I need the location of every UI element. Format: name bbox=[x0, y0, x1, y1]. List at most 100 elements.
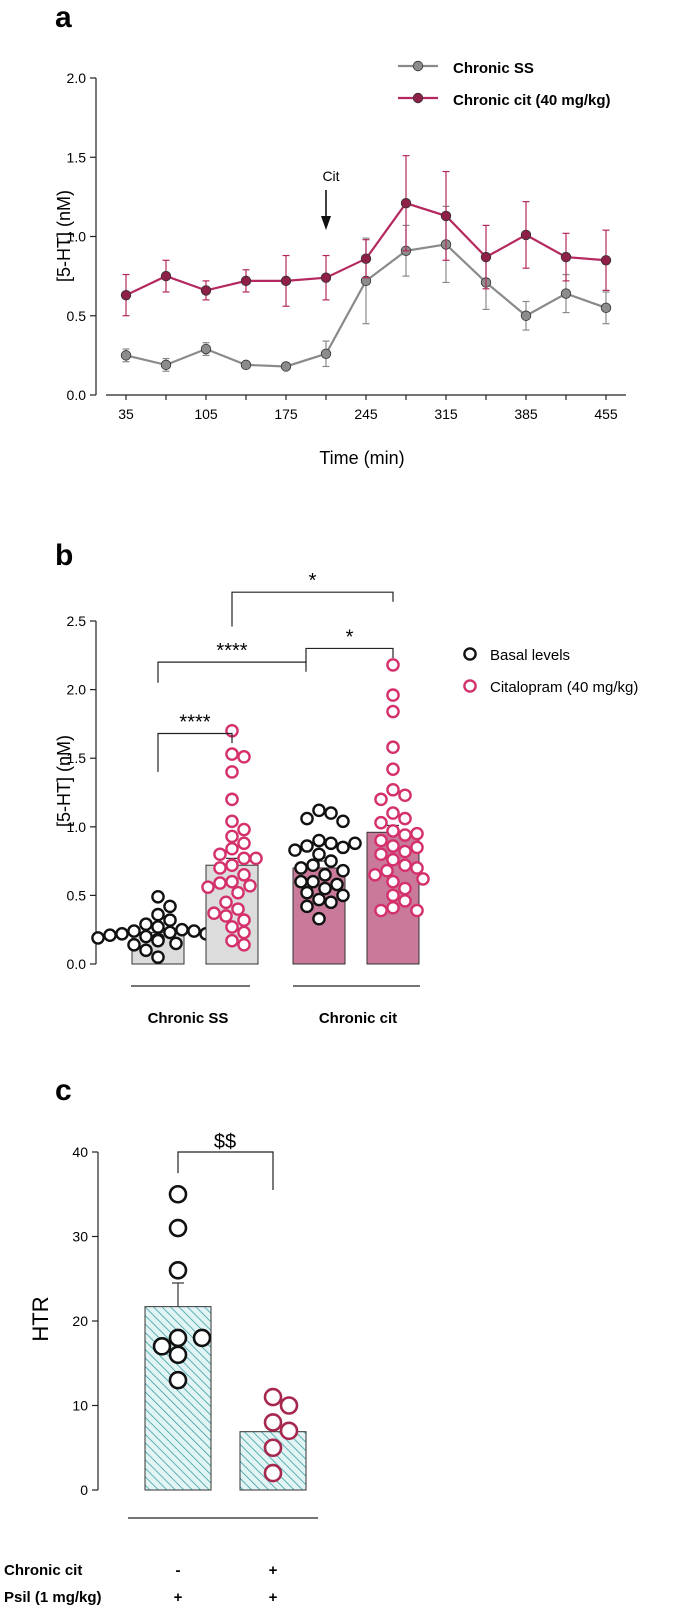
data-point bbox=[225, 792, 239, 807]
data-point bbox=[213, 861, 227, 875]
cit-arrow-head bbox=[321, 216, 331, 230]
panel-a-ytick-label: 1.0 bbox=[67, 229, 87, 245]
panel-a-xtick-label: 35 bbox=[118, 406, 134, 422]
data-point bbox=[312, 803, 326, 818]
data-point-chronic-cit bbox=[280, 275, 292, 287]
data-point-chronic-cit bbox=[120, 289, 132, 301]
data-point-chronic-ss bbox=[600, 302, 612, 314]
panel-c-bar-chart: HTR Chronic cit Psil (1 mg/kg) - + + + $… bbox=[4, 1131, 318, 1606]
sig-cit-basal-vs-cit-bracket bbox=[305, 647, 394, 663]
data-point-chronic-cit bbox=[240, 275, 252, 287]
data-point bbox=[279, 1421, 299, 1441]
data-point bbox=[225, 814, 239, 829]
data-point bbox=[386, 688, 400, 702]
significance-dollars-bracket bbox=[177, 1151, 274, 1191]
data-point-chronic-ss bbox=[560, 288, 572, 299]
data-point bbox=[330, 877, 344, 892]
data-point bbox=[91, 931, 105, 945]
data-point bbox=[225, 933, 239, 948]
data-point bbox=[225, 841, 239, 856]
panel-a-ytick-label: 1.5 bbox=[67, 149, 87, 165]
data-point bbox=[294, 861, 308, 875]
panel-c-ytick-label: 0 bbox=[80, 1482, 88, 1498]
data-point bbox=[139, 917, 153, 932]
data-point bbox=[386, 839, 400, 853]
data-point bbox=[368, 868, 382, 882]
data-point bbox=[398, 828, 412, 842]
data-point bbox=[175, 922, 189, 937]
data-point bbox=[225, 829, 239, 844]
data-point bbox=[168, 1261, 188, 1280]
panel-a-xtick-label: 245 bbox=[354, 406, 378, 422]
condition-label-psil: Psil (1 mg/kg) bbox=[4, 1589, 102, 1606]
data-point bbox=[152, 1337, 172, 1356]
condition-value-chronic-cit-1: - bbox=[176, 1562, 181, 1579]
data-point bbox=[324, 836, 338, 851]
data-point bbox=[386, 824, 400, 838]
condition-label-chronic-cit: Chronic cit bbox=[4, 1562, 82, 1579]
sig-ss-basal-vs-cit-bracket bbox=[157, 732, 233, 772]
panel-a-xtick-label: 315 bbox=[434, 406, 458, 422]
panel-c-ylabel: HTR bbox=[28, 1296, 53, 1341]
data-point bbox=[294, 874, 308, 889]
data-point bbox=[225, 765, 239, 779]
panel-b-ytick-label: 1.5 bbox=[67, 750, 87, 766]
data-point bbox=[410, 840, 424, 855]
data-point bbox=[398, 881, 412, 896]
data-point bbox=[336, 863, 350, 878]
data-point bbox=[312, 847, 326, 862]
data-point bbox=[151, 907, 165, 922]
panel-a-xtick-label: 385 bbox=[514, 406, 538, 422]
legend-marker-basal bbox=[463, 647, 477, 661]
data-point-chronic-cit bbox=[160, 270, 172, 282]
data-point-chronic-cit bbox=[200, 285, 212, 296]
data-point bbox=[380, 863, 394, 878]
panel-b-ytick-label: 1.0 bbox=[67, 819, 87, 835]
panel-label-b: b bbox=[55, 539, 73, 572]
data-point bbox=[398, 811, 412, 826]
sig-citalopram-ss-vs-cit-label: * bbox=[309, 570, 317, 592]
data-point bbox=[168, 1328, 188, 1348]
data-point bbox=[225, 858, 239, 873]
data-point bbox=[348, 836, 362, 851]
data-point bbox=[219, 909, 233, 923]
panel-a-xtick-label: 105 bbox=[194, 406, 218, 422]
legend-chronic-ss-label: Chronic SS bbox=[453, 60, 534, 77]
data-point bbox=[398, 894, 412, 908]
data-point bbox=[300, 885, 314, 900]
data-point bbox=[398, 858, 412, 873]
data-point bbox=[237, 822, 251, 837]
panel-a-ytick-label: 0.5 bbox=[67, 308, 87, 324]
data-point bbox=[398, 844, 412, 859]
panel-a-ylabel: [5-HT] (nM) bbox=[54, 190, 74, 282]
panel-a-xtick-label: 175 bbox=[274, 406, 298, 422]
panel-b-ytick-label: 0.5 bbox=[67, 887, 87, 903]
condition-value-psil-1: + bbox=[174, 1589, 183, 1606]
panel-label-c: c bbox=[55, 1074, 72, 1107]
data-point bbox=[324, 895, 338, 910]
data-point-chronic-ss bbox=[320, 348, 332, 359]
legend-marker-chronic-cit bbox=[412, 92, 424, 104]
data-point bbox=[386, 782, 400, 797]
panel-a-ytick-label: 2.0 bbox=[67, 70, 87, 86]
panel-a-ytick-label: 0.0 bbox=[67, 387, 87, 403]
data-point bbox=[139, 943, 153, 958]
data-point bbox=[386, 874, 400, 889]
group-label-chronic-cit: Chronic cit bbox=[319, 1010, 397, 1027]
data-point-chronic-cit bbox=[320, 272, 332, 283]
data-point bbox=[300, 839, 314, 853]
data-point bbox=[336, 888, 350, 903]
panel-a-line-chart: Time (min) [5-HT] (nM) Chronic SS Chroni… bbox=[54, 60, 626, 468]
data-point bbox=[115, 927, 129, 941]
data-point-chronic-cit bbox=[360, 253, 372, 264]
data-point bbox=[306, 874, 320, 889]
data-point bbox=[237, 750, 251, 764]
data-point bbox=[168, 1345, 188, 1365]
panel-b-ylabel: [5-HT] (nM) bbox=[54, 735, 74, 827]
data-point bbox=[219, 895, 233, 910]
data-point bbox=[312, 911, 326, 926]
data-point bbox=[168, 1218, 188, 1238]
panel-label-a: a bbox=[55, 1, 72, 34]
data-point-chronic-ss bbox=[120, 350, 132, 361]
data-point-chronic-ss bbox=[160, 359, 172, 371]
